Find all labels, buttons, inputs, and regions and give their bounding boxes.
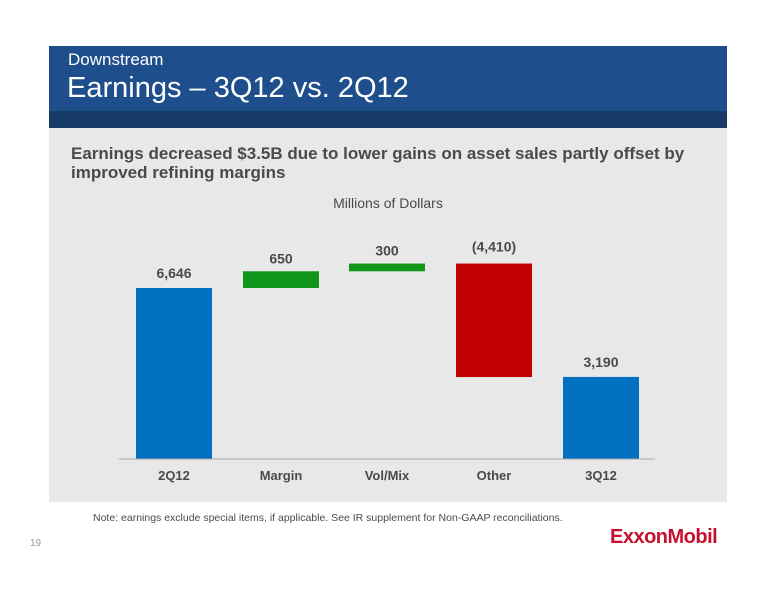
page-number: 19: [30, 538, 42, 549]
bar-3q12: [563, 376, 639, 459]
value-label: 300: [375, 243, 399, 259]
category-label: Other: [477, 468, 512, 483]
category-label: Vol/Mix: [365, 468, 410, 483]
title-banner-stripe: [49, 111, 727, 128]
slide-subtitle: Earnings decreased $3.5B due to lower ga…: [71, 144, 685, 182]
category-label: Margin: [260, 468, 303, 483]
bar-vol-mix: [349, 263, 425, 272]
units-label: Millions of Dollars: [333, 195, 443, 211]
category-label: 2Q12: [158, 468, 190, 483]
slide-title: Earnings – 3Q12 vs. 2Q12: [67, 72, 409, 104]
footnote: Note: earnings exclude special items, if…: [93, 512, 563, 524]
value-label: 6,646: [156, 265, 191, 281]
bar-margin: [243, 271, 319, 288]
bars-group: [136, 263, 639, 459]
section-kicker: Downstream: [68, 50, 164, 69]
value-label: 650: [269, 250, 293, 266]
category-labels-group: 2Q12 Margin Vol/Mix Other 3Q12: [158, 468, 617, 483]
value-labels-group: 6,646 650 300 (4,410) 3,190: [156, 239, 618, 370]
title-banner: [49, 46, 727, 111]
category-label: 3Q12: [585, 468, 617, 483]
bar-other: [456, 263, 532, 378]
value-label: (4,410): [472, 239, 516, 255]
value-label: 3,190: [583, 354, 618, 370]
exxonmobil-logo: ExxonMobil: [610, 526, 718, 548]
bar-2q12: [136, 288, 212, 459]
